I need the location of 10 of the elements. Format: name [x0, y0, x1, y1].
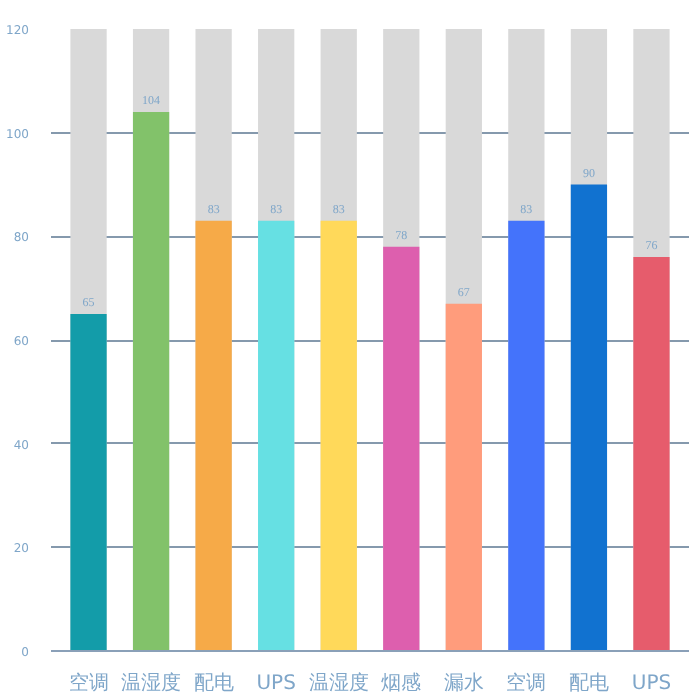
x-tick-label: 漏水 — [443, 671, 484, 695]
x-tick-label: 温湿度 — [121, 671, 182, 695]
x-tick-label: UPS — [256, 673, 296, 695]
x-tick-label: 配电 — [568, 671, 609, 695]
x-tick-label: 配电 — [193, 671, 234, 695]
x-tick-label: 温湿度 — [308, 671, 369, 695]
x-tick-label: UPS — [631, 673, 672, 695]
x-tick-label: 空调 — [506, 671, 547, 695]
x-tick-label: 空调 — [68, 671, 109, 695]
x-tick-label: 烟感 — [381, 671, 422, 695]
